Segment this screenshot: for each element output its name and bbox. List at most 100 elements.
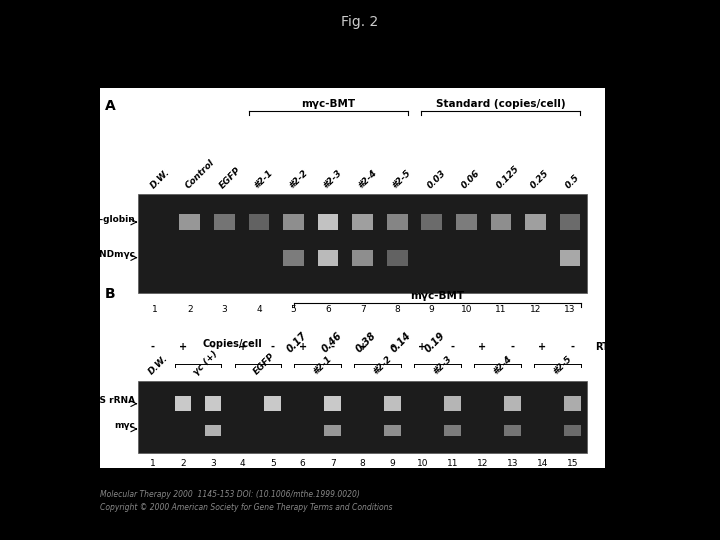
Text: 9: 9	[390, 458, 395, 468]
Text: 10: 10	[461, 305, 472, 314]
Text: -: -	[211, 342, 215, 352]
Text: D.W.: D.W.	[149, 168, 171, 191]
Text: #2-5: #2-5	[551, 355, 573, 377]
Text: 0.25: 0.25	[529, 168, 551, 191]
Text: #2-4: #2-4	[491, 355, 513, 377]
Bar	[283, 249, 304, 266]
Text: +: +	[359, 342, 366, 352]
Text: 8: 8	[395, 305, 400, 314]
Text: RT: RT	[595, 342, 609, 352]
Bar	[559, 214, 580, 230]
Text: 4: 4	[256, 305, 261, 314]
Bar	[264, 396, 281, 411]
Text: mγc-BMT: mγc-BMT	[410, 291, 464, 301]
Text: 0.38: 0.38	[354, 330, 378, 354]
Text: -: -	[510, 342, 514, 352]
Bar	[444, 396, 461, 411]
Text: EGFP: EGFP	[218, 166, 243, 191]
Text: 9: 9	[429, 305, 435, 314]
Text: 8: 8	[360, 458, 366, 468]
Text: 1: 1	[150, 458, 156, 468]
Text: β-globin: β-globin	[94, 214, 135, 224]
Text: -: -	[151, 342, 155, 352]
Text: 7: 7	[360, 305, 366, 314]
Text: 0.14: 0.14	[389, 330, 413, 354]
Text: Copies/cell: Copies/cell	[202, 339, 262, 349]
Text: 13: 13	[564, 305, 576, 314]
Bar	[387, 249, 408, 266]
Text: A: A	[105, 99, 116, 113]
Text: 1: 1	[153, 305, 158, 314]
Text: 0.06: 0.06	[460, 168, 482, 191]
Bar	[525, 214, 546, 230]
Text: 14: 14	[536, 458, 548, 468]
Text: 3: 3	[222, 305, 228, 314]
Bar	[138, 194, 588, 293]
Text: Control: Control	[184, 158, 216, 191]
Text: 0.17: 0.17	[285, 330, 309, 354]
Text: +: +	[418, 342, 426, 352]
Text: 7: 7	[330, 458, 336, 468]
Bar	[387, 214, 408, 230]
Text: 5: 5	[291, 305, 297, 314]
Text: Fig. 2: Fig. 2	[341, 15, 379, 29]
Bar	[179, 214, 200, 230]
Text: -: -	[451, 342, 454, 352]
Bar	[204, 396, 221, 411]
Text: 6: 6	[325, 305, 331, 314]
Bar	[204, 424, 221, 436]
Bar	[248, 214, 269, 230]
Bar	[318, 249, 338, 266]
Text: #2-3: #2-3	[322, 168, 344, 191]
Bar	[384, 396, 401, 411]
Bar	[564, 424, 580, 436]
Text: 11: 11	[495, 305, 507, 314]
Bar	[444, 424, 461, 436]
Bar	[504, 396, 521, 411]
Bar	[318, 214, 338, 230]
Text: 12: 12	[530, 305, 541, 314]
Text: #2-5: #2-5	[391, 168, 413, 191]
Text: #2-1: #2-1	[311, 355, 333, 377]
Bar	[421, 214, 442, 230]
Text: mγc-BMT: mγc-BMT	[301, 99, 355, 110]
Text: EGFP: EGFP	[251, 352, 276, 377]
Text: 0.5: 0.5	[564, 173, 581, 191]
Bar	[283, 214, 304, 230]
Text: mγc: mγc	[114, 422, 135, 430]
Text: +: +	[299, 342, 307, 352]
Bar	[352, 249, 373, 266]
Text: 3: 3	[210, 458, 216, 468]
Bar	[325, 396, 341, 411]
Bar	[564, 396, 580, 411]
Bar	[504, 424, 521, 436]
Text: -: -	[330, 342, 335, 352]
Text: 0.19: 0.19	[423, 330, 447, 354]
Bar	[214, 214, 235, 230]
Text: 5: 5	[270, 458, 276, 468]
Text: 4: 4	[240, 458, 246, 468]
Bar	[490, 214, 511, 230]
Text: 15: 15	[567, 458, 578, 468]
Text: +: +	[539, 342, 546, 352]
Text: Standard (copies/cell): Standard (copies/cell)	[436, 99, 566, 110]
Text: #2-2: #2-2	[372, 355, 394, 377]
Text: 12: 12	[477, 458, 488, 468]
Text: Molecular Therapy 2000  1145-153 DOI: (10.1006/mthe.1999.0020): Molecular Therapy 2000 1145-153 DOI: (10…	[100, 490, 360, 499]
Text: 2: 2	[187, 305, 192, 314]
Text: 0.125: 0.125	[495, 164, 521, 191]
Text: Copyright © 2000 American Society for Gene Therapy Terms and Conditions: Copyright © 2000 American Society for Ge…	[100, 503, 392, 512]
Text: -: -	[390, 342, 395, 352]
Text: 18S rRNA: 18S rRNA	[87, 396, 135, 405]
Text: 13: 13	[507, 458, 518, 468]
Bar	[559, 249, 580, 266]
Text: #2-2: #2-2	[287, 168, 310, 191]
Bar	[174, 396, 191, 411]
Bar	[384, 424, 401, 436]
Text: #2-1: #2-1	[253, 168, 275, 191]
Text: D.W.: D.W.	[146, 354, 169, 377]
Text: 2: 2	[180, 458, 186, 468]
Bar	[138, 381, 588, 453]
Bar	[325, 424, 341, 436]
Bar	[456, 214, 477, 230]
